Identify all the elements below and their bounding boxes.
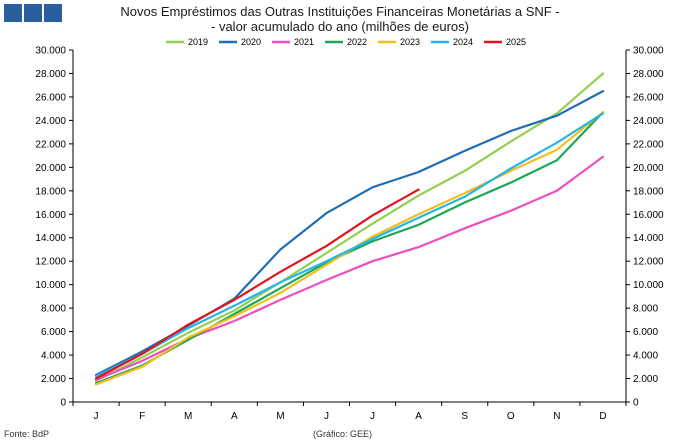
x-tick-label: O	[507, 411, 515, 422]
y-tick-label-right: 20.000	[633, 163, 664, 174]
y-tick-label-left: 20.000	[35, 163, 66, 174]
y-tick-label-right: 30.000	[633, 46, 664, 57]
y-tick-label-left: 0	[60, 398, 66, 409]
legend-label-2024: 2024	[453, 37, 473, 47]
y-tick-label-left: 22.000	[35, 139, 66, 150]
x-tick-label: A	[415, 411, 422, 422]
x-tick-label: N	[553, 411, 560, 422]
legend-label-2023: 2023	[400, 37, 420, 47]
y-tick-label-right: 0	[633, 398, 639, 409]
source-note: Fonte: BdP	[4, 429, 50, 439]
series-line-2023	[94, 111, 605, 386]
x-tick-label: M	[184, 411, 192, 422]
legend-label-2025: 2025	[506, 37, 526, 47]
y-tick-label-right: 16.000	[633, 210, 664, 221]
y-tick-label-left: 24.000	[35, 116, 66, 127]
y-tick-label-left: 8.000	[41, 304, 66, 315]
y-tick-label-left: 28.000	[35, 69, 66, 80]
y-tick-label-right: 28.000	[633, 69, 664, 80]
y-tick-label-left: 10.000	[35, 280, 66, 291]
logo-square	[24, 4, 42, 22]
series-line-2021	[94, 155, 605, 381]
logo-square	[4, 4, 22, 22]
x-tick-label: D	[599, 411, 606, 422]
y-tick-label-right: 14.000	[633, 233, 664, 244]
y-tick-label-left: 18.000	[35, 186, 66, 197]
y-tick-label-left: 6.000	[41, 327, 66, 338]
x-tick-label: J	[324, 411, 329, 422]
series-line-2019	[94, 72, 605, 382]
y-tick-label-right: 12.000	[633, 257, 664, 268]
logo-square	[44, 4, 62, 22]
series-line-2025	[94, 188, 420, 380]
y-tick-label-right: 8.000	[633, 304, 658, 315]
y-tick-label-left: 16.000	[35, 210, 66, 221]
x-tick-label: M	[276, 411, 284, 422]
series-line-2020	[94, 89, 605, 377]
x-tick-label: J	[94, 411, 99, 422]
credit-note: (Gráfico: GEE)	[313, 429, 373, 439]
x-tick-label: S	[461, 411, 468, 422]
x-tick-label: J	[370, 411, 375, 422]
y-tick-label-right: 18.000	[633, 186, 664, 197]
y-tick-label-left: 4.000	[41, 351, 66, 362]
chart-title: Novos Empréstimos das Outras Instituiçõe…	[100, 4, 580, 34]
x-tick-label: F	[139, 411, 145, 422]
y-tick-label-right: 22.000	[633, 139, 664, 150]
series-line-2024	[94, 112, 605, 378]
y-tick-label-right: 6.000	[633, 327, 658, 338]
y-tick-label-left: 30.000	[35, 46, 66, 57]
y-tick-label-left: 14.000	[35, 233, 66, 244]
chart-title-line2: - valor acumulado do ano (milhões de eur…	[211, 19, 469, 34]
legend-label-2019: 2019	[188, 37, 208, 47]
chart-title-line1: Novos Empréstimos das Outras Instituiçõe…	[120, 4, 560, 19]
y-tick-label-left: 26.000	[35, 92, 66, 103]
legend-label-2020: 2020	[241, 37, 261, 47]
y-tick-label-right: 26.000	[633, 92, 664, 103]
y-tick-label-right: 24.000	[633, 116, 664, 127]
y-tick-label-right: 4.000	[633, 351, 658, 362]
y-tick-label-left: 2.000	[41, 374, 66, 385]
legend-label-2022: 2022	[347, 37, 367, 47]
y-tick-label-right: 10.000	[633, 280, 664, 291]
y-tick-label-right: 2.000	[633, 374, 658, 385]
legend-label-2021: 2021	[294, 37, 314, 47]
y-tick-label-left: 12.000	[35, 257, 66, 268]
brand-logo	[4, 4, 62, 22]
x-tick-label: A	[231, 411, 238, 422]
